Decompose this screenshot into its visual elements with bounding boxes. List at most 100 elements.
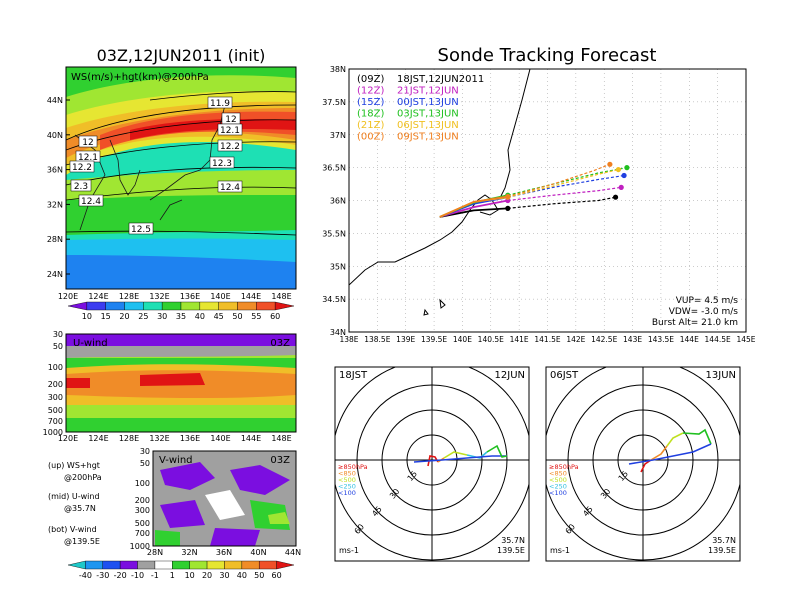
colorbar-label: 40: [195, 312, 205, 321]
colorbar-swatch: [102, 560, 121, 570]
lon-tick-label: 144E: [680, 335, 699, 344]
lon-tick-label: 145E: [736, 335, 755, 344]
colorbar-label: 50: [232, 312, 242, 321]
pressure-tick-label: 30: [140, 447, 150, 456]
lon-tick-label: 120E: [58, 292, 78, 301]
contour-label: 12.3: [212, 159, 232, 169]
pressure-tick-label: 200: [48, 380, 63, 389]
colorbar-label: 20: [119, 312, 129, 321]
layer-legend: <850: [549, 470, 567, 478]
colorbar-label: 55: [251, 312, 261, 321]
lon-tick-label: 124E: [88, 292, 108, 301]
launch-code: (00Z): [357, 132, 384, 143]
launch-time: 09JST,13JUN: [397, 132, 459, 143]
colorbar-label: 1: [170, 571, 175, 580]
track-ascent-line: [439, 207, 508, 218]
pressure-tick-label: 100: [135, 479, 150, 488]
colorbar-label: -20: [114, 571, 127, 580]
track-descent-line: [507, 196, 616, 209]
colorbar-label: 60: [270, 312, 280, 321]
contour-label: 12.2: [72, 163, 92, 173]
contour-label: 12.4: [220, 183, 240, 193]
location-lon: 139.5E: [708, 546, 736, 555]
colorbar-label: 20: [202, 571, 212, 580]
colorbar-swatch: [224, 560, 243, 570]
colorbar-swatch: [161, 301, 182, 311]
location-lat: 35.7N: [501, 536, 525, 545]
note-mid: (mid) U-wind: [48, 492, 100, 501]
pressure-tick-label: 300: [48, 393, 63, 402]
hodograph-trace: [650, 445, 668, 461]
vup-param: VUP= 4.5 m/s: [676, 296, 739, 306]
note-mid-level: @35.7N: [64, 504, 96, 513]
v-wind-time: 03Z: [270, 455, 290, 466]
lat-tick-label: 34.5N: [322, 295, 346, 304]
lat-tick-label: 32N: [181, 548, 197, 557]
lon-tick-label: 120E: [58, 434, 78, 443]
hodograph-rings: [546, 367, 740, 561]
layer-legend: <100: [338, 489, 356, 497]
track-ascent-line: [439, 195, 508, 218]
unit-label: ms-1: [339, 546, 359, 555]
track-frame: [348, 68, 747, 333]
contour-label: 11.9: [210, 99, 230, 109]
lon-tick-label: 128E: [119, 292, 139, 301]
landing-point: [621, 172, 627, 179]
lat-tick-label: 38N: [330, 65, 346, 74]
hodograph-date: 12JUN: [495, 370, 525, 381]
pressure-tick-label: 700: [48, 417, 63, 426]
colorbar-label: -1: [151, 571, 159, 580]
colorbar-swatch: [241, 560, 260, 570]
contour-label: 2.3: [74, 182, 88, 192]
lon-tick-label: 140E: [210, 434, 230, 443]
colorbar-swatch: [105, 301, 125, 311]
lon-tick-label: 138E: [339, 335, 358, 344]
colorbar-label: 10: [185, 571, 195, 580]
u-wind-time: 03Z: [270, 338, 290, 349]
map-frame: [65, 66, 297, 290]
map-field: 11.9 12 12.1 12.2 12.3 12.4 12.5 12 12.1…: [66, 67, 296, 289]
contour-label: 12.4: [81, 197, 101, 207]
lon-tick-label: 141.5E: [534, 335, 560, 344]
colorbar-swatch: [154, 560, 173, 570]
lat-tick-label: 24N: [47, 270, 63, 279]
note-up-level: @200hPa: [64, 473, 102, 482]
lon-tick-label: 143.5E: [648, 335, 674, 344]
colorbar-swatch: [237, 301, 257, 311]
hodograph-date: 13JUN: [706, 370, 736, 381]
pressure-tick-label: 700: [135, 529, 150, 538]
lon-tick-label: 132E: [149, 434, 169, 443]
colorbar-swatch: [276, 560, 295, 570]
lon-tick-label: 132E: [149, 292, 169, 301]
launch-time: 06JST,13JUN: [397, 120, 459, 131]
lat-tick-label: 40N: [47, 131, 63, 140]
note-bot-level: @139.5E: [64, 537, 100, 546]
legend-notes: (up) WS+hgt @200hPa (mid) U-wind @35.7N …: [48, 461, 102, 546]
launch-time: 03JST,13JUN: [397, 109, 459, 120]
layer-legend: <250: [549, 483, 567, 491]
colorbar-swatch: [85, 560, 103, 570]
hodograph-rings: [335, 367, 529, 561]
v-wind-label: V-wind: [159, 455, 193, 466]
contour-label: 12: [82, 138, 93, 148]
colorbar-label: 30: [219, 571, 229, 580]
track-ascent-line: [439, 199, 508, 218]
lat-tick-label: 36N: [216, 548, 232, 557]
burst-point: [505, 193, 511, 200]
lon-tick-label: 144.5E: [705, 335, 731, 344]
hodograph-trace: [682, 428, 712, 445]
layer-legend: <500: [338, 476, 356, 484]
colorbar-swatch: [124, 301, 144, 311]
lat-tick-label: 35.5N: [322, 229, 346, 238]
colorbar-swatch: [218, 301, 238, 311]
contour-label: 12.2: [220, 142, 240, 152]
contour-label: 12.5: [131, 225, 151, 235]
lon-tick-label: 139.5E: [421, 335, 447, 344]
track-descent-line: [507, 186, 622, 202]
lat-tick-label: 37N: [330, 131, 346, 140]
launch-code: (09Z): [357, 74, 384, 85]
lon-tick-label: 140.5E: [478, 335, 504, 344]
lat-tick-label: 40N: [250, 548, 266, 557]
track-descent-line: [507, 167, 628, 196]
colorbar-swatch: [143, 301, 163, 311]
